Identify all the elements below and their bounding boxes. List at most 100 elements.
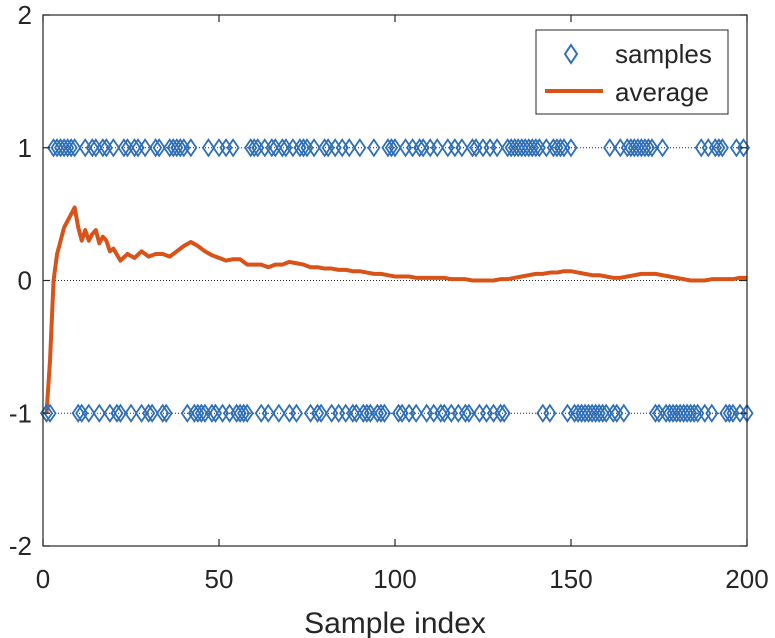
sample-point — [543, 403, 557, 423]
sample-point — [617, 403, 631, 423]
sample-point — [138, 138, 152, 158]
sample-point — [68, 138, 82, 158]
sample-point — [353, 138, 367, 158]
sample-point — [237, 403, 251, 423]
sample-point — [110, 403, 124, 423]
sample-point — [124, 403, 138, 423]
sample-markers — [39, 138, 754, 423]
sample-point — [462, 403, 476, 423]
sample-point — [314, 403, 328, 423]
x-tick-label: 100 — [373, 564, 416, 594]
legend-label-average: average — [615, 77, 709, 107]
sample-point — [92, 403, 106, 423]
average-line — [44, 205, 747, 414]
sample-point — [194, 403, 208, 423]
sample-point — [391, 403, 406, 423]
y-tick-label: 1 — [18, 133, 32, 163]
legend-box — [535, 29, 729, 115]
sample-point — [261, 403, 275, 423]
sample-point — [497, 403, 511, 423]
average-line-layer — [44, 205, 747, 414]
sample-point — [43, 403, 57, 423]
sample-point — [494, 403, 508, 423]
sample-point — [367, 138, 381, 158]
x-axis-ticks: 0 50 100 150 200 — [36, 15, 769, 594]
x-tick-label: 50 — [205, 564, 234, 594]
legend-diamond-icon — [563, 43, 579, 65]
x-tick-label: 150 — [549, 564, 592, 594]
sample-point — [272, 403, 286, 423]
sample-point — [152, 138, 166, 158]
sample-point — [553, 138, 568, 158]
sample-point — [149, 138, 163, 158]
sample-point — [289, 403, 304, 423]
sample-point — [307, 138, 321, 158]
sample-point — [641, 138, 656, 158]
sample-point — [184, 138, 198, 158]
sample-point — [413, 138, 427, 158]
sample-point — [384, 138, 399, 158]
sample-point — [85, 138, 99, 158]
sample-point — [318, 138, 332, 158]
sample-point — [265, 138, 279, 158]
sample-point — [205, 403, 219, 423]
sample-point — [529, 138, 543, 158]
sample-point — [159, 403, 173, 423]
legend-label-samples: samples — [615, 39, 712, 69]
sample-point — [310, 403, 325, 423]
sample-point — [712, 138, 726, 158]
sample-point — [564, 138, 578, 158]
sample-point — [127, 138, 142, 158]
sample-point — [458, 403, 472, 423]
sample-point — [603, 138, 617, 158]
sample-point — [655, 138, 670, 158]
sample-point — [106, 138, 120, 158]
sample-point — [346, 403, 360, 423]
sample-point — [360, 403, 374, 423]
sample-point — [490, 138, 504, 158]
y-tick-label: 2 — [18, 0, 32, 30]
sample-point — [687, 403, 701, 423]
y-tick-label: -1 — [9, 398, 32, 428]
sample-point — [606, 403, 620, 423]
sample-point — [409, 403, 423, 423]
sample-point — [226, 138, 240, 158]
sample-point — [145, 403, 159, 423]
sample-point — [648, 403, 663, 423]
x-tick-label: 0 — [36, 564, 50, 594]
sample-point — [465, 138, 480, 158]
sample-point — [705, 403, 719, 423]
sample-point — [96, 138, 110, 158]
sample-point — [275, 138, 289, 158]
sample-point — [342, 138, 356, 158]
sample-point — [71, 403, 85, 423]
y-axis-ticks: -2 -1 0 1 2 — [9, 0, 747, 561]
sample-point — [715, 138, 729, 158]
y-tick-label: -2 — [9, 531, 32, 561]
sample-point — [247, 138, 261, 158]
y-tick-label: 0 — [18, 266, 32, 296]
sample-point — [117, 138, 131, 158]
sample-point — [645, 138, 659, 158]
sample-point — [173, 138, 187, 158]
sample-point — [434, 403, 448, 423]
sample-point — [388, 138, 402, 158]
sample-point — [455, 138, 469, 158]
sample-point — [430, 138, 444, 158]
sample-point — [156, 403, 170, 423]
sample-point — [142, 403, 156, 423]
sample-point — [374, 403, 388, 423]
sample-point — [201, 138, 216, 158]
sample-point — [296, 138, 311, 158]
sample-point — [240, 403, 254, 423]
sample-point — [82, 403, 96, 423]
legend: samples average — [535, 29, 729, 115]
sample-point — [377, 403, 392, 423]
x-tick-label: 200 — [725, 564, 768, 594]
x-axis-label: Sample index — [304, 607, 486, 638]
sample-point — [64, 138, 78, 158]
sample-point — [113, 403, 128, 423]
sample-point — [722, 403, 736, 423]
sample-point — [596, 403, 610, 423]
